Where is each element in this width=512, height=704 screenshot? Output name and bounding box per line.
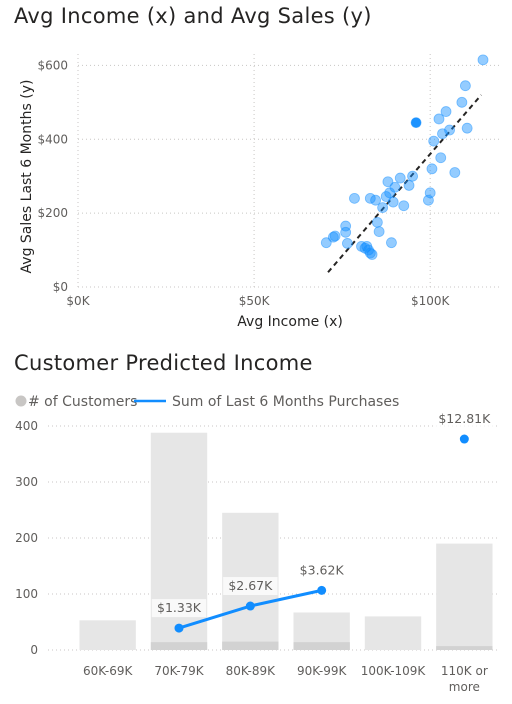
scatter-point[interactable] xyxy=(433,113,445,125)
bar-customers-inner xyxy=(436,646,493,650)
scatter-point[interactable] xyxy=(364,247,376,259)
scatter-point[interactable] xyxy=(387,196,399,208)
scatter-point[interactable] xyxy=(320,237,332,249)
scatter-point[interactable] xyxy=(424,187,436,199)
combo-data-labels: $1.33K $2.67K $3.62K $12.81K xyxy=(151,410,496,618)
scatter-x-tick-label: $100K xyxy=(411,294,451,308)
scatter-point[interactable] xyxy=(342,238,353,249)
scatter-chart-title: Avg Income (x) and Avg Sales (y) xyxy=(14,4,372,28)
scatter-point[interactable] xyxy=(403,180,415,191)
combo-x-tick-line: 110K or xyxy=(441,664,488,678)
purchases-data-label: $2.67K xyxy=(228,578,273,593)
bar-customers-inner xyxy=(150,642,208,650)
bar-customers[interactable] xyxy=(436,543,493,650)
combo-y-tick-label: 0 xyxy=(30,643,38,657)
data-label-background xyxy=(223,577,278,596)
combo-y-tick-label: 300 xyxy=(15,475,38,489)
scatter-point[interactable] xyxy=(410,117,422,129)
purchases-point[interactable] xyxy=(245,601,255,611)
scatter-y-tick-label: $600 xyxy=(37,58,68,72)
scatter-x-axis: $0K $50K $100K xyxy=(66,294,450,308)
combo-x-axis: 60K-69K 70K-79K 80K-89K 90K-99K 100K-109K 110… xyxy=(83,664,488,694)
scatter-point[interactable] xyxy=(435,152,447,164)
scatter-point[interactable] xyxy=(459,80,471,92)
scatter-chart[interactable]: $0 $200 $400 $600 $0K $50K $100K Avg Income (… xyxy=(0,40,512,340)
purchases-point[interactable] xyxy=(317,585,327,595)
data-label-background xyxy=(433,410,496,429)
scatter-y-axis: $0 $200 $400 $600 xyxy=(37,58,68,294)
combo-chart[interactable]: # of Customers Sum of Last 6 Months Purch… xyxy=(0,384,512,704)
scatter-y-tick-label: $400 xyxy=(37,132,68,146)
legend-customers-label: # of Customers xyxy=(28,394,137,410)
scatter-point[interactable] xyxy=(398,200,410,212)
scatter-point[interactable] xyxy=(382,176,394,188)
scatter-point[interactable] xyxy=(386,237,397,249)
data-label-background xyxy=(294,561,349,580)
legend-purchases-label: Sum of Last 6 Months Purchases xyxy=(172,394,399,410)
combo-y-axis: 0 100 200 300 400 xyxy=(15,419,38,657)
combo-x-tick-label: 60K-69K xyxy=(83,664,133,678)
combo-x-tick-label: 80K-89K xyxy=(226,664,276,678)
combo-x-tick-label: 70K-79K xyxy=(154,664,204,678)
scatter-point[interactable] xyxy=(428,135,440,147)
scatter-point[interactable] xyxy=(340,226,352,238)
scatter-point[interactable] xyxy=(371,216,383,228)
bar-customers[interactable] xyxy=(150,432,208,650)
bar-customers-inner xyxy=(293,642,350,650)
scatter-point[interactable] xyxy=(329,230,341,242)
scatter-point[interactable] xyxy=(389,181,401,193)
scatter-point[interactable] xyxy=(440,106,452,117)
combo-x-tick-line: more xyxy=(449,680,480,694)
combo-legend[interactable]: # of Customers Sum of Last 6 Months Purch… xyxy=(15,394,400,410)
scatter-point[interactable] xyxy=(327,231,339,243)
scatter-point[interactable] xyxy=(366,249,378,260)
scatter-point[interactable] xyxy=(340,220,352,232)
scatter-point[interactable] xyxy=(461,122,473,134)
combo-gridlines xyxy=(48,425,500,651)
legend-customers-marker xyxy=(15,395,27,407)
scatter-point[interactable] xyxy=(444,124,455,136)
combo-y-tick-label: 400 xyxy=(15,419,38,433)
purchases-data-label: $3.62K xyxy=(300,562,345,577)
combo-chart-title: Customer Predicted Income xyxy=(14,351,313,375)
scatter-x-axis-label: Avg Income (x) xyxy=(237,314,343,330)
scatter-y-axis-label: Avg Sales Last 6 Months (y) xyxy=(19,80,35,274)
scatter-point[interactable] xyxy=(349,192,360,204)
bar-customers[interactable] xyxy=(364,616,422,650)
scatter-points[interactable] xyxy=(320,54,489,260)
scatter-point[interactable] xyxy=(477,54,489,66)
combo-x-tick-label: 110K or more xyxy=(441,664,488,694)
purchases-data-label: $12.81K xyxy=(438,411,491,426)
scatter-x-tick-label: $50K xyxy=(239,294,271,308)
data-label-background xyxy=(151,599,207,618)
purchases-point[interactable] xyxy=(459,434,469,444)
combo-y-tick-label: 100 xyxy=(15,587,38,601)
bar-customers-inner xyxy=(222,641,279,650)
scatter-point[interactable] xyxy=(449,167,461,178)
scatter-point[interactable] xyxy=(407,170,418,182)
combo-x-tick-label: 100K-109K xyxy=(361,664,427,678)
scatter-y-tick-label: $200 xyxy=(37,206,68,220)
scatter-point[interactable] xyxy=(394,172,406,184)
combo-x-tick-label: 90K-99K xyxy=(297,664,347,678)
combo-line-series[interactable] xyxy=(174,434,469,633)
combo-y-tick-label: 200 xyxy=(15,531,38,545)
scatter-gridlines xyxy=(77,54,500,288)
purchases-point[interactable] xyxy=(174,623,184,633)
scatter-point[interactable] xyxy=(426,163,438,175)
bar-customers[interactable] xyxy=(79,620,136,650)
scatter-point[interactable] xyxy=(370,194,381,206)
scatter-x-tick-label: $0K xyxy=(66,294,90,308)
scatter-y-tick-label: $0 xyxy=(53,280,68,294)
combo-bars[interactable] xyxy=(79,432,493,650)
scatter-point[interactable] xyxy=(456,96,468,108)
scatter-point[interactable] xyxy=(377,202,389,213)
purchases-data-label: $1.33K xyxy=(157,600,202,615)
scatter-point[interactable] xyxy=(373,226,385,237)
